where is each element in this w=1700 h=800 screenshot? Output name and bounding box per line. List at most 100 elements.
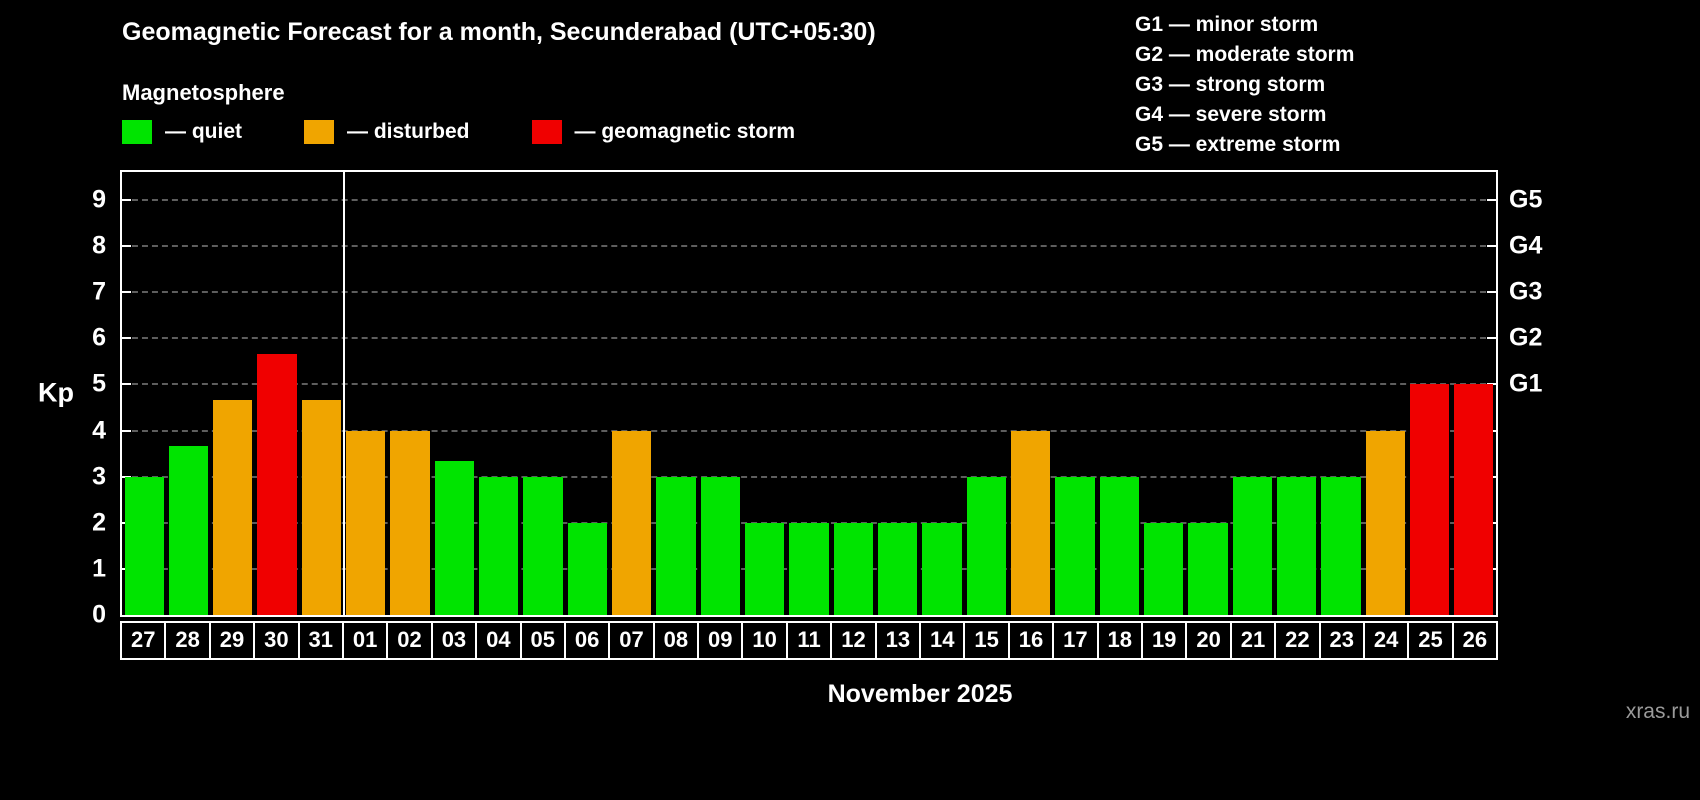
date-cell-03: 03 xyxy=(430,621,478,660)
left-axis-tick-6 xyxy=(122,337,131,340)
kp-tick-label-8: 8 xyxy=(92,231,106,260)
kp-bar-21 xyxy=(1232,476,1272,615)
kp-bar-04 xyxy=(479,476,519,615)
storm-scale-g4: G4 — severe storm xyxy=(1135,103,1327,126)
gridline-kp-3 xyxy=(122,475,1496,478)
storm-scale-g3: G3 — strong storm xyxy=(1135,73,1326,96)
kp-bar-30 xyxy=(257,353,297,615)
date-cell-27: 27 xyxy=(120,621,167,660)
kp-bar-11 xyxy=(789,522,829,615)
kp-bar-08 xyxy=(656,476,696,615)
kp-bar-28 xyxy=(168,445,209,615)
kp-bar-14 xyxy=(922,522,962,615)
date-cell-06: 06 xyxy=(563,621,611,660)
date-cell-20: 20 xyxy=(1185,621,1232,660)
date-cell-16: 16 xyxy=(1007,621,1055,660)
g-level-label-g2: G2 xyxy=(1509,323,1543,352)
date-cell-02: 02 xyxy=(386,621,433,660)
kp-bar-22 xyxy=(1276,476,1317,615)
gridline-kp-7 xyxy=(122,291,1496,294)
storm-color-swatch xyxy=(531,120,562,144)
legend-label-quiet: — quiet xyxy=(165,120,242,143)
kp-bar-09 xyxy=(700,476,740,615)
date-cell-07: 07 xyxy=(608,621,655,660)
left-axis-tick-7 xyxy=(122,291,131,294)
kp-bar-23 xyxy=(1321,476,1361,615)
kp-bar-19 xyxy=(1143,522,1184,615)
quiet-color-swatch xyxy=(122,120,152,144)
kp-tick-label-2: 2 xyxy=(92,508,106,537)
date-cell-19: 19 xyxy=(1140,621,1188,660)
kp-bar-31 xyxy=(301,399,342,615)
date-cell-24: 24 xyxy=(1362,621,1410,660)
month-label: November 2025 xyxy=(827,680,1013,708)
kp-bar-02 xyxy=(390,430,430,615)
kp-bar-10 xyxy=(745,522,785,615)
kp-bar-16 xyxy=(1010,430,1051,615)
g-level-label-g1: G1 xyxy=(1509,369,1543,398)
storm-scale-legend: G1 — minor storm G2 — moderate storm G3 — … xyxy=(1135,10,1354,160)
kp-bar-26 xyxy=(1454,384,1494,615)
kp-bar-17 xyxy=(1055,476,1095,615)
right-axis-tick-6 xyxy=(1487,337,1496,340)
y-axis-label: Kp xyxy=(38,377,74,408)
kp-bar-05 xyxy=(523,476,563,615)
date-cell-21: 21 xyxy=(1229,621,1277,660)
kp-bar-20 xyxy=(1188,522,1228,615)
g-level-label-g4: G4 xyxy=(1509,231,1543,260)
legend-label-disturbed: — disturbed xyxy=(347,120,470,143)
g-level-label-g3: G3 xyxy=(1509,277,1543,306)
kp-bar-24 xyxy=(1365,430,1405,615)
date-cell-04: 04 xyxy=(475,621,522,660)
legend-item-disturbed: — disturbed xyxy=(304,120,470,144)
gridline-kp-5 xyxy=(122,383,1496,386)
kp-tick-label-7: 7 xyxy=(92,277,106,306)
kp-bar-25 xyxy=(1409,384,1450,615)
chart-title: Geomagnetic Forecast for a month, Secund… xyxy=(122,18,876,46)
kp-bar-15 xyxy=(966,476,1006,615)
watermark: xras.ru xyxy=(1625,700,1690,723)
kp-bar-18 xyxy=(1099,476,1139,615)
date-cell-23: 23 xyxy=(1318,621,1365,660)
storm-scale-g2: G2 — moderate storm xyxy=(1135,43,1355,66)
kp-bar-07 xyxy=(612,430,652,615)
date-cell-01: 01 xyxy=(341,621,389,660)
storm-scale-g1: G1 — minor storm xyxy=(1135,13,1319,36)
left-axis-tick-4 xyxy=(122,429,131,432)
g-level-label-g5: G5 xyxy=(1509,185,1543,214)
right-axis-tick-8 xyxy=(1487,245,1496,248)
kp-bar-13 xyxy=(877,522,918,615)
date-cell-29: 29 xyxy=(208,621,256,660)
legend-item-storm: — geomagnetic storm xyxy=(531,120,796,144)
left-axis-tick-8 xyxy=(122,245,131,248)
date-axis: 27 28 29 30 31 01 02 03 04 05 06 07 08 09 10 11 12 13 14 15… xyxy=(120,621,1499,660)
date-cell-08: 08 xyxy=(652,621,700,660)
kp-tick-label-9: 9 xyxy=(92,185,106,214)
gridline-kp-4 xyxy=(122,429,1496,432)
date-cell-14: 14 xyxy=(919,621,966,660)
date-cell-11: 11 xyxy=(785,621,833,660)
legend-label-storm: — geomagnetic storm xyxy=(574,120,796,143)
kp-tick-label-5: 5 xyxy=(92,369,106,398)
date-cell-15: 15 xyxy=(963,621,1010,660)
magnetosphere-label: Magnetosphere xyxy=(122,80,285,105)
gridline-kp-6 xyxy=(122,337,1496,340)
date-cell-10: 10 xyxy=(741,621,788,660)
kp-legend: — quiet — disturbed — geomagnetic storm xyxy=(122,120,795,144)
left-axis-tick-5 xyxy=(122,383,131,386)
kp-tick-label-4: 4 xyxy=(92,416,106,445)
month-boundary-line xyxy=(342,172,345,615)
kp-bar-06 xyxy=(567,522,608,615)
date-cell-31: 31 xyxy=(297,621,344,660)
gridline-kp-8 xyxy=(122,245,1496,248)
kp-bar-27 xyxy=(124,476,164,615)
left-axis-tick-9 xyxy=(122,199,131,201)
right-axis-tick-9 xyxy=(1487,199,1496,201)
date-cell-17: 17 xyxy=(1052,621,1099,660)
date-cell-25: 25 xyxy=(1407,621,1454,660)
date-cell-12: 12 xyxy=(830,621,877,660)
kp-tick-label-0: 0 xyxy=(92,600,106,629)
date-cell-30: 30 xyxy=(253,621,300,660)
kp-tick-label-1: 1 xyxy=(92,554,106,583)
